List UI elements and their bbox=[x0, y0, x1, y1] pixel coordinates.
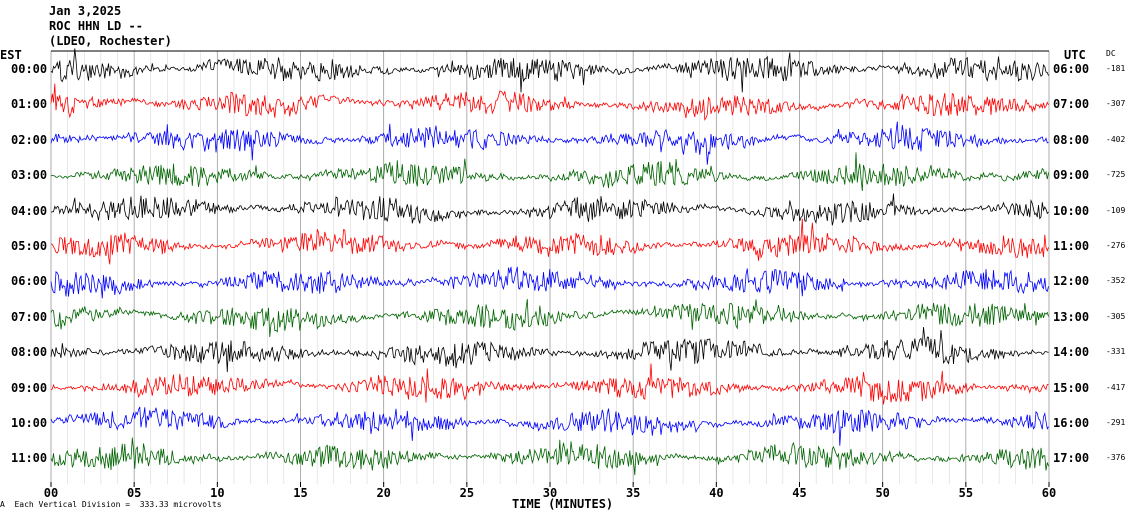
x-tick-label: 25 bbox=[460, 486, 474, 500]
utc-hour-label: 09:00 bbox=[1053, 168, 1090, 183]
trace-row-0400 bbox=[50, 193, 1049, 226]
utc-hour-label: 12:00 bbox=[1053, 274, 1090, 289]
est-hour-label: 01:00 bbox=[11, 97, 48, 112]
trace-row-1000 bbox=[50, 406, 1049, 446]
dc-offset-value: -725 bbox=[1106, 170, 1126, 180]
station-id: ROC HHN LD -- bbox=[49, 19, 143, 33]
utc-hour-label: 13:00 bbox=[1053, 309, 1090, 324]
x-tick-label: 05 bbox=[127, 486, 141, 500]
trace-row-1100 bbox=[50, 437, 1049, 476]
x-tick-label: 00 bbox=[44, 486, 58, 500]
x-axis-title: TIME (MINUTES) bbox=[512, 497, 614, 511]
utc-hour-label: 16:00 bbox=[1053, 416, 1090, 430]
dc-offset-value: -181 bbox=[1106, 64, 1126, 73]
trace-row-0500 bbox=[50, 218, 1049, 265]
seismic-traces bbox=[50, 48, 1049, 476]
x-tick-label: 50 bbox=[875, 486, 889, 500]
utc-hour-label: 17:00 bbox=[1053, 451, 1090, 466]
trace-row-0100 bbox=[50, 83, 1049, 121]
x-tick-label: 30 bbox=[543, 486, 557, 500]
dc-offset-value: -109 bbox=[1106, 205, 1126, 215]
x-tick-label: 55 bbox=[959, 486, 973, 500]
dc-offset-value: -331 bbox=[1106, 347, 1126, 357]
est-hour-label: 06:00 bbox=[11, 274, 48, 289]
utc-hour-label: 08:00 bbox=[1053, 132, 1090, 147]
x-tick-label: 45 bbox=[792, 486, 806, 500]
x-tick-label: 10 bbox=[210, 486, 224, 500]
x-tick-label: 40 bbox=[709, 486, 723, 500]
trace-row-0200 bbox=[50, 121, 1049, 165]
x-axis: 00 05 10 15 20 25 30 35 40 45 50 55 60 bbox=[44, 482, 1056, 500]
utc-hour-label: 11:00 bbox=[1053, 239, 1090, 253]
trace-row-0600 bbox=[50, 266, 1049, 299]
est-hour-label: 03:00 bbox=[11, 168, 48, 183]
est-hour-label: 11:00 bbox=[11, 451, 48, 466]
est-hour-label: 05:00 bbox=[11, 239, 48, 253]
est-hour-label: 04:00 bbox=[11, 203, 48, 218]
x-tick-label: 20 bbox=[376, 486, 390, 500]
x-tick-label: 35 bbox=[626, 486, 640, 500]
est-hour-label: 02:00 bbox=[11, 132, 48, 147]
left-timezone-label: EST bbox=[0, 48, 22, 62]
est-hour-label: 09:00 bbox=[11, 380, 48, 395]
est-hour-label: 07:00 bbox=[11, 309, 48, 324]
utc-hour-label: 10:00 bbox=[1053, 203, 1090, 218]
utc-hour-label: 15:00 bbox=[1053, 380, 1090, 395]
dc-offset-value: -352 bbox=[1106, 276, 1126, 286]
trace-row-0800 bbox=[50, 327, 1049, 373]
est-hour-label: 08:00 bbox=[11, 345, 48, 360]
minute-gridlines bbox=[50, 50, 1050, 484]
dc-offset-value: -307 bbox=[1106, 99, 1126, 109]
dc-offset-heading: DC bbox=[1106, 49, 1116, 58]
right-timezone-label: UTC bbox=[1064, 48, 1086, 62]
trace-row-0000 bbox=[50, 48, 1049, 93]
network-logo-mark: A bbox=[0, 500, 5, 509]
utc-hour-label: 14:00 bbox=[1053, 345, 1090, 360]
trace-row-0700 bbox=[50, 298, 1049, 338]
dc-offset-value: -276 bbox=[1106, 241, 1126, 250]
trace-row-0300 bbox=[50, 152, 1049, 192]
plot-date: Jan 3,2025 bbox=[49, 4, 122, 18]
scale-footer: A Each Vertical Division = 333.33 microv… bbox=[0, 500, 222, 509]
dc-offset-value: -402 bbox=[1106, 134, 1126, 144]
dc-offset-value: -291 bbox=[1106, 418, 1126, 427]
station-network: (LDEO, Rochester) bbox=[49, 34, 172, 48]
est-hour-label: 00:00 bbox=[11, 62, 48, 76]
est-hour-label: 10:00 bbox=[11, 416, 48, 430]
vertical-scale-text: Each Vertical Division = 333.33 microvol… bbox=[14, 500, 222, 509]
trace-row-0900 bbox=[50, 363, 1049, 405]
dc-offset-value: -305 bbox=[1106, 311, 1126, 321]
utc-hour-label: 07:00 bbox=[1053, 97, 1090, 112]
x-tick-label: 15 bbox=[293, 486, 307, 500]
dc-offset-value: -417 bbox=[1106, 382, 1126, 392]
dc-offset-value: -376 bbox=[1106, 453, 1126, 463]
utc-hour-label: 06:00 bbox=[1053, 62, 1090, 76]
x-tick-label: 60 bbox=[1042, 486, 1056, 500]
